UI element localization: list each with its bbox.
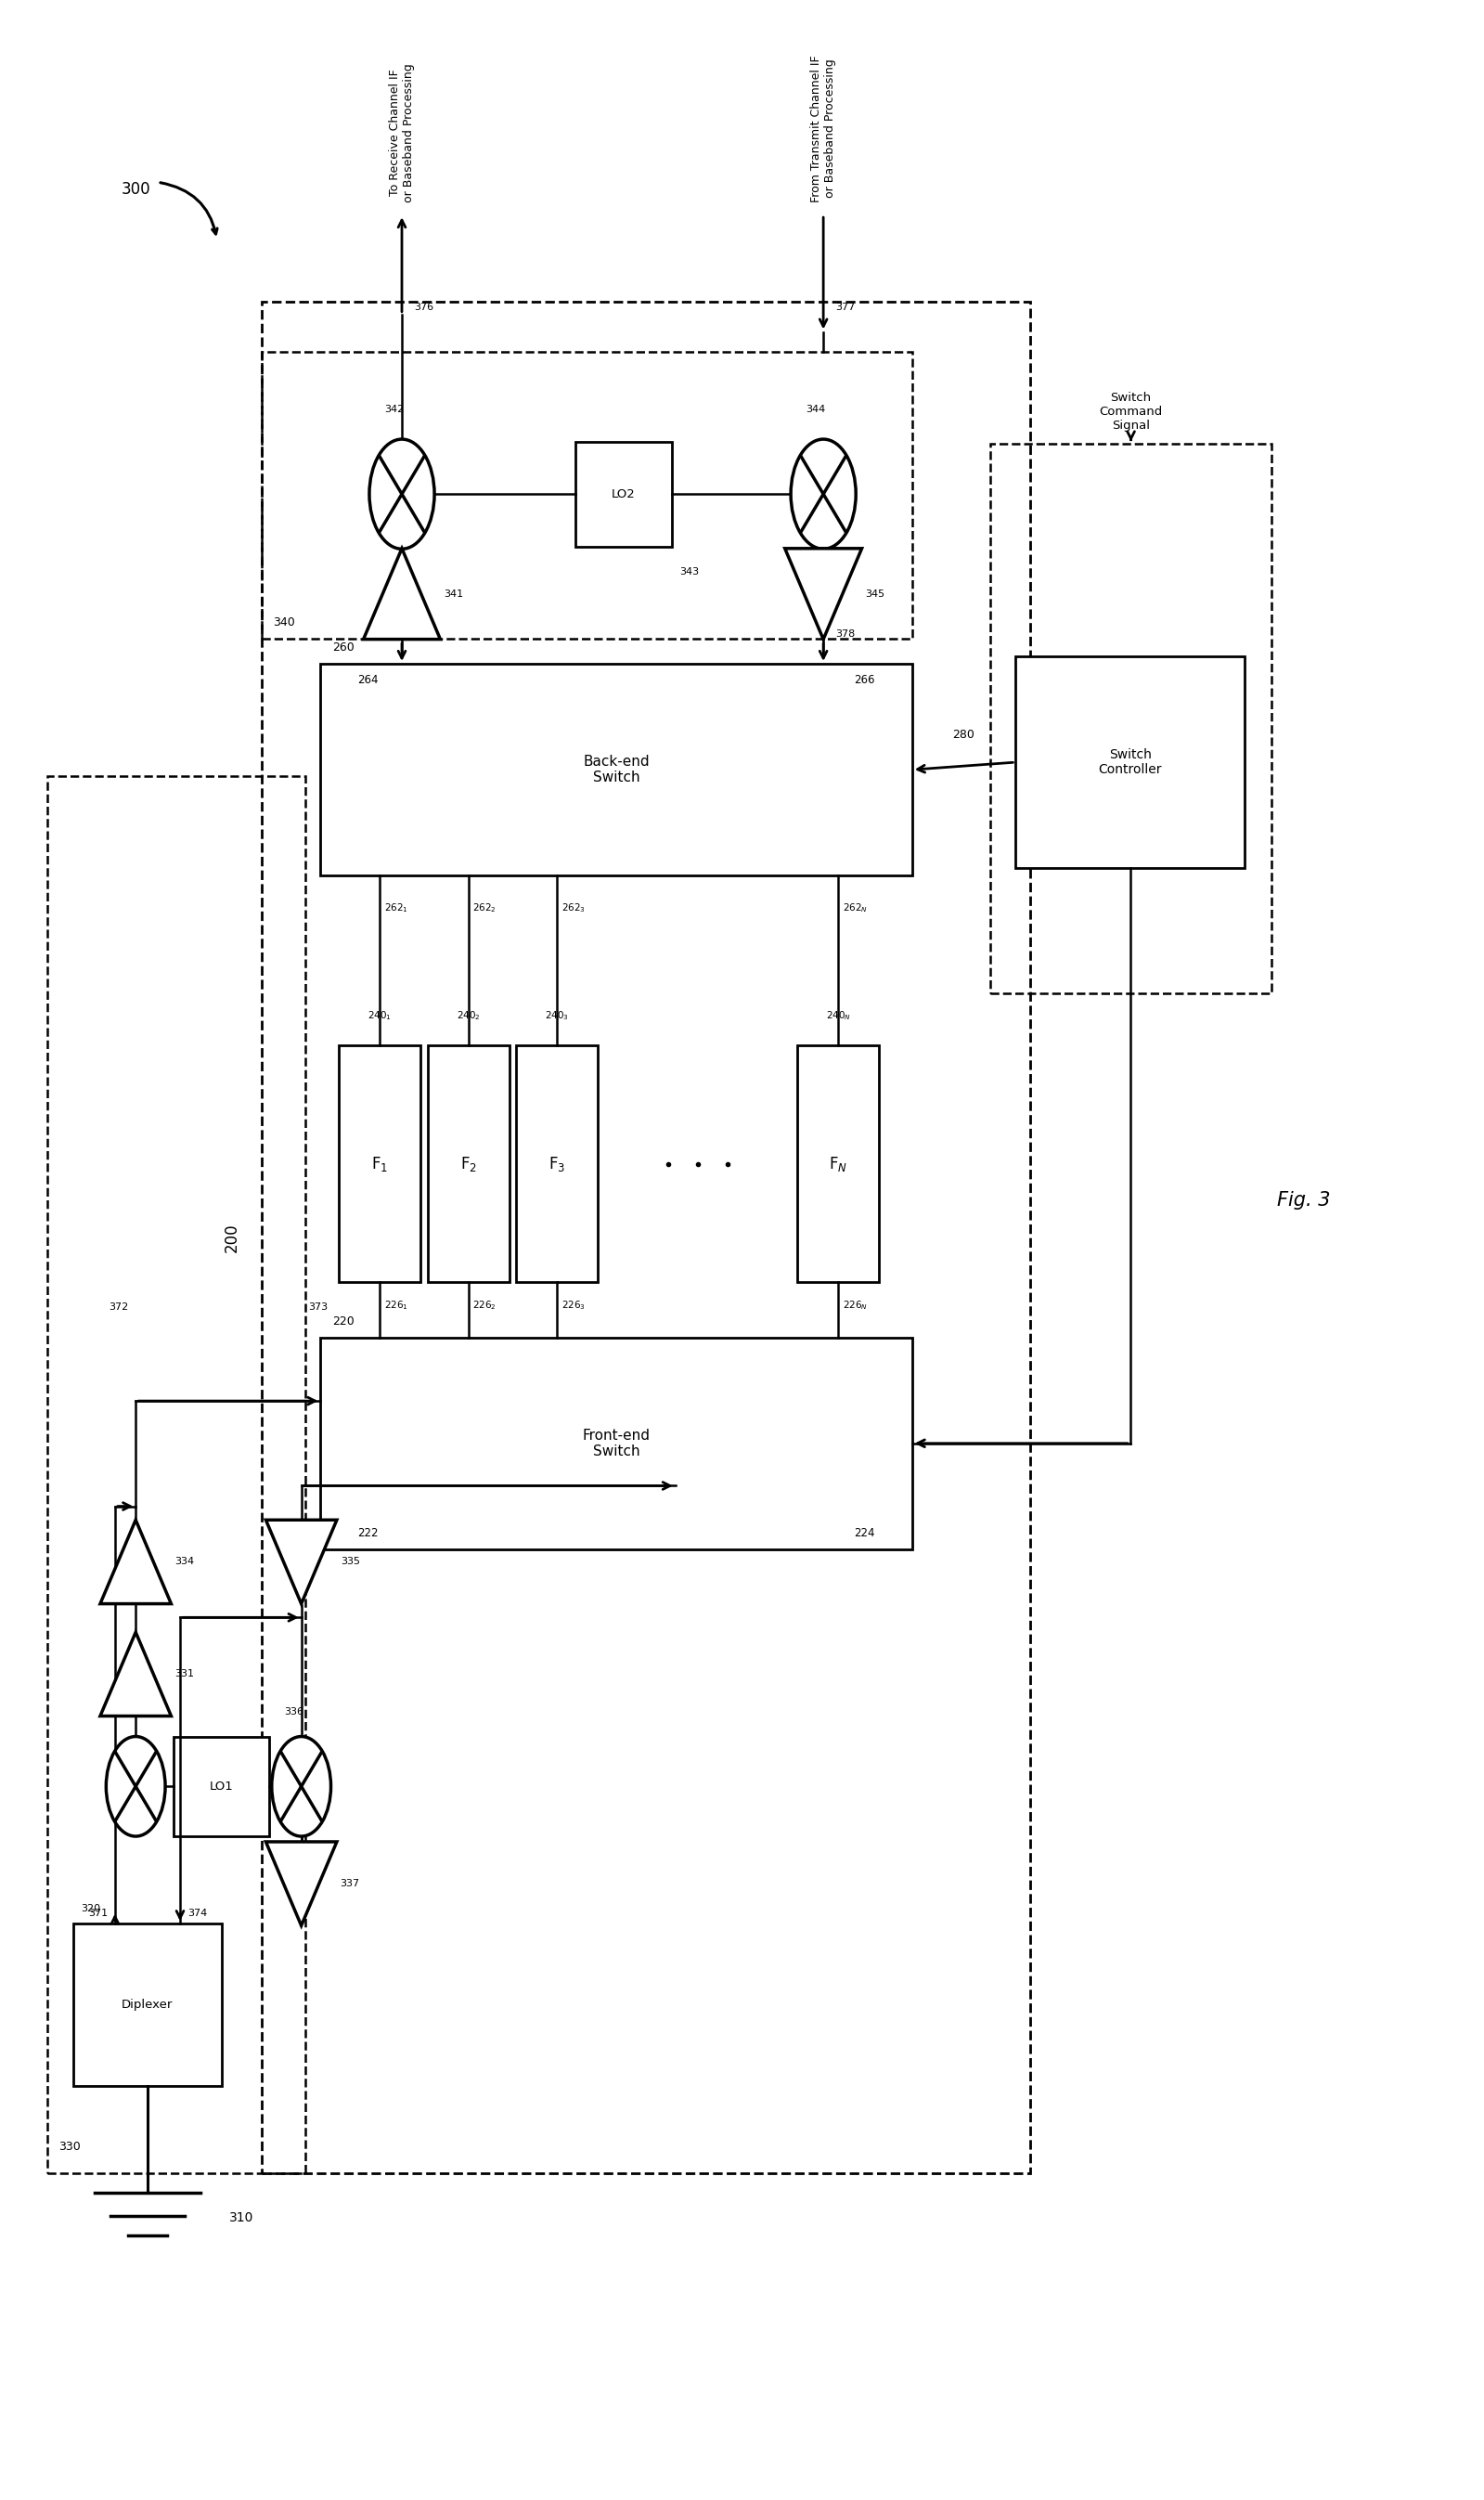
Text: Switch
Command
Signal: Switch Command Signal	[1100, 392, 1162, 432]
Text: 371: 371	[88, 1910, 107, 1918]
Polygon shape	[101, 1520, 171, 1605]
Polygon shape	[101, 1632, 171, 1715]
Text: 226$_2$: 226$_2$	[473, 1298, 497, 1313]
Text: 262$_2$: 262$_2$	[473, 902, 497, 915]
Text: 372: 372	[108, 1302, 128, 1312]
Circle shape	[272, 1737, 331, 1837]
Text: 345: 345	[865, 590, 884, 597]
Text: 262$_N$: 262$_N$	[843, 902, 868, 915]
Text: 262$_3$: 262$_3$	[561, 902, 586, 915]
FancyBboxPatch shape	[427, 1045, 509, 1282]
Text: Diplexer: Diplexer	[122, 1998, 174, 2010]
FancyBboxPatch shape	[576, 442, 672, 548]
Text: 240$_2$: 240$_2$	[457, 1010, 481, 1022]
FancyBboxPatch shape	[321, 662, 913, 875]
Text: 310: 310	[229, 2212, 254, 2225]
Text: 240$_N$: 240$_N$	[825, 1010, 850, 1022]
Text: 226$_N$: 226$_N$	[843, 1298, 868, 1313]
Text: F$_1$: F$_1$	[371, 1155, 389, 1172]
Text: 266: 266	[855, 672, 876, 685]
Text: 200: 200	[224, 1222, 240, 1252]
Text: F$_N$: F$_N$	[828, 1155, 847, 1172]
Text: F$_3$: F$_3$	[549, 1155, 565, 1172]
Text: 300: 300	[120, 182, 150, 198]
Text: 341: 341	[444, 590, 463, 597]
Text: From Transmit Channel IF
or Baseband Processing: From Transmit Channel IF or Baseband Pro…	[810, 55, 837, 202]
Text: 336: 336	[283, 1708, 304, 1715]
Text: 222: 222	[358, 1528, 378, 1540]
Text: LO1: LO1	[209, 1780, 233, 1792]
Text: 262$_1$: 262$_1$	[384, 902, 408, 915]
FancyBboxPatch shape	[174, 1737, 270, 1837]
Polygon shape	[266, 1520, 337, 1605]
Text: 280: 280	[953, 730, 975, 740]
Text: 224: 224	[855, 1528, 876, 1540]
FancyBboxPatch shape	[321, 1338, 913, 1550]
Text: 377: 377	[835, 302, 855, 312]
Polygon shape	[364, 548, 441, 640]
FancyBboxPatch shape	[74, 1922, 221, 2085]
Text: 375: 375	[414, 630, 433, 637]
Text: 320: 320	[82, 1905, 101, 1912]
Text: 343: 343	[680, 568, 699, 575]
Text: 220: 220	[332, 1315, 355, 1327]
Text: 330: 330	[59, 2140, 80, 2152]
FancyBboxPatch shape	[338, 1045, 420, 1282]
Text: F$_2$: F$_2$	[460, 1155, 476, 1172]
Polygon shape	[266, 1842, 337, 1925]
Text: 240$_1$: 240$_1$	[368, 1010, 392, 1022]
Text: 378: 378	[835, 630, 855, 637]
Polygon shape	[785, 548, 862, 640]
Text: 226$_1$: 226$_1$	[384, 1298, 408, 1313]
Text: 226$_3$: 226$_3$	[561, 1298, 586, 1313]
Text: LO2: LO2	[611, 487, 635, 500]
Text: Fig. 3: Fig. 3	[1278, 1190, 1331, 1210]
Circle shape	[105, 1737, 165, 1837]
Text: 264: 264	[358, 672, 378, 685]
Text: 374: 374	[187, 1910, 208, 1918]
Text: To Receive Channel IF
or Baseband Processing: To Receive Channel IF or Baseband Proces…	[389, 62, 416, 202]
Text: 344: 344	[806, 405, 825, 415]
Text: 260: 260	[332, 642, 355, 652]
Text: 332: 332	[119, 1708, 138, 1715]
Text: Front-end
Switch: Front-end Switch	[582, 1428, 650, 1458]
Text: 334: 334	[175, 1558, 194, 1568]
Text: 342: 342	[384, 405, 404, 415]
Text: Switch
Controller: Switch Controller	[1098, 748, 1162, 778]
Text: 340: 340	[273, 618, 295, 630]
Text: 337: 337	[340, 1880, 361, 1887]
Text: 331: 331	[175, 1670, 194, 1680]
FancyBboxPatch shape	[797, 1045, 879, 1282]
FancyBboxPatch shape	[1015, 655, 1245, 868]
Text: 333: 333	[278, 1857, 297, 1865]
Text: 373: 373	[309, 1302, 328, 1312]
Text: Back-end
Switch: Back-end Switch	[583, 755, 650, 785]
Text: 376: 376	[414, 302, 433, 312]
Text: 335: 335	[340, 1558, 359, 1568]
Circle shape	[791, 440, 856, 550]
Circle shape	[370, 440, 435, 550]
FancyBboxPatch shape	[516, 1045, 598, 1282]
Text: 240$_3$: 240$_3$	[545, 1010, 570, 1022]
